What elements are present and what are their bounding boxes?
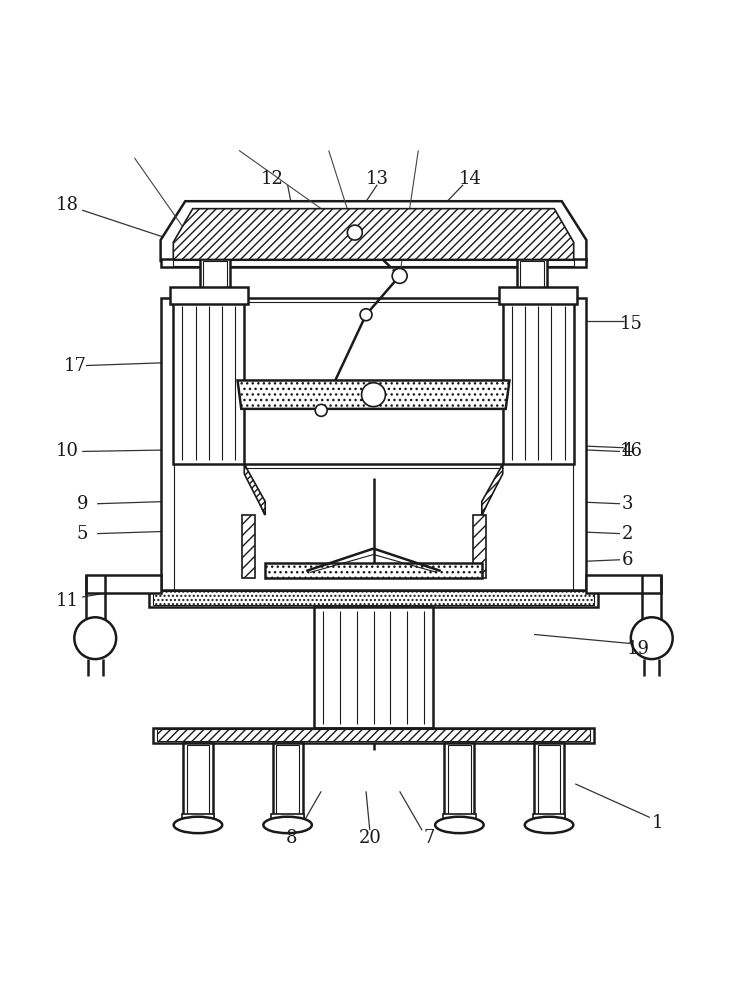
Text: 7: 7 [424,829,436,847]
Text: 18: 18 [56,196,78,214]
Text: 4: 4 [622,442,633,460]
Ellipse shape [173,817,223,833]
Text: 13: 13 [366,170,388,188]
Circle shape [315,404,327,416]
Ellipse shape [435,817,483,833]
Text: 15: 15 [620,315,642,333]
Bar [586,575,661,593]
Text: 14: 14 [459,170,482,188]
Text: 2: 2 [622,525,633,543]
Bar [174,302,573,590]
Bar [200,259,230,298]
Bar [473,515,486,578]
Bar [533,814,565,820]
Bar [503,302,574,464]
Text: 16: 16 [620,442,642,460]
Bar [173,260,574,266]
Bar [173,302,244,464]
Circle shape [392,268,407,283]
Bar [273,743,303,817]
Bar [203,261,227,297]
Bar [534,743,564,817]
Bar [520,261,544,297]
Text: 12: 12 [261,170,284,188]
Bar [538,745,560,815]
Bar [149,590,598,607]
Bar [444,743,474,817]
Text: 1: 1 [651,814,663,832]
Text: 17: 17 [63,357,86,375]
Bar [499,287,577,304]
Text: 5: 5 [76,525,88,543]
Circle shape [75,617,117,659]
Text: 19: 19 [627,640,650,658]
Bar [265,563,482,578]
Bar [183,743,213,817]
Text: 6: 6 [622,551,633,569]
Text: 9: 9 [76,495,88,513]
Bar [153,728,594,743]
Bar [170,287,248,304]
Bar [276,745,299,815]
Text: 3: 3 [622,495,633,513]
Bar [153,591,594,605]
Circle shape [630,617,673,659]
Text: 20: 20 [359,829,381,847]
Polygon shape [161,201,586,261]
Bar [157,729,590,741]
Polygon shape [238,380,509,409]
Bar [517,259,547,298]
Ellipse shape [264,817,312,833]
Text: 11: 11 [56,592,78,610]
Bar [187,745,209,815]
Bar [161,259,586,267]
Bar [314,607,433,728]
Polygon shape [173,209,574,259]
Text: 8: 8 [285,829,297,847]
Bar [242,515,255,578]
Ellipse shape [524,817,574,833]
Circle shape [360,309,372,321]
Bar [271,814,304,820]
Bar [86,575,161,593]
Circle shape [347,225,362,240]
Polygon shape [244,464,265,515]
Circle shape [362,383,385,407]
Bar [161,298,586,593]
Bar [182,814,214,820]
Bar [448,745,471,815]
Bar [443,814,476,820]
Text: 10: 10 [56,442,78,460]
Polygon shape [482,464,503,515]
